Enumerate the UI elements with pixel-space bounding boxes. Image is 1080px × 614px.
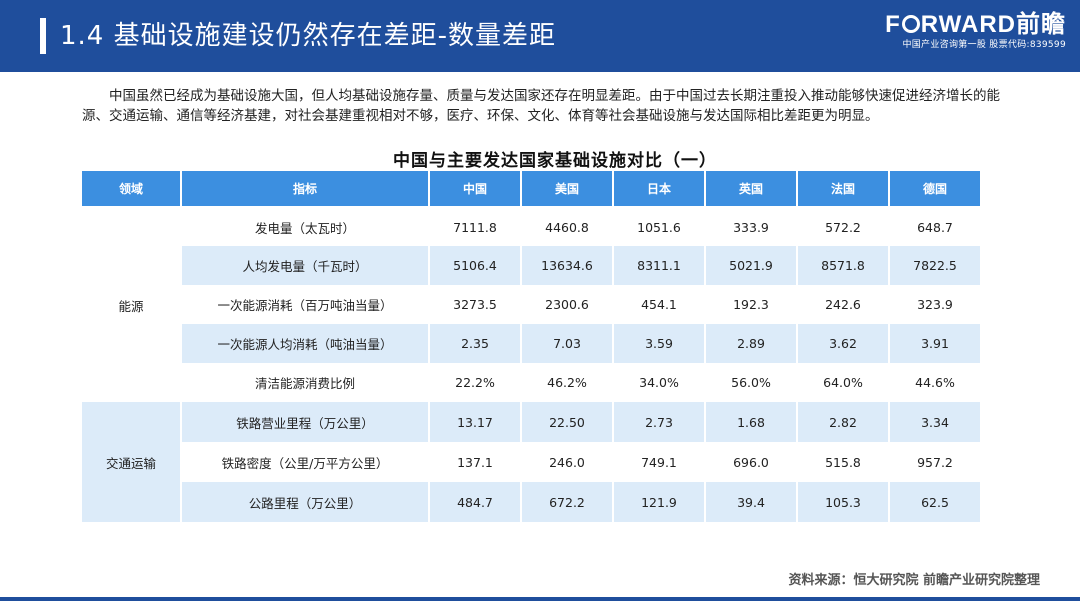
header-usa: 美国 — [520, 169, 614, 208]
value-cell: 3.59 — [612, 324, 706, 363]
header-indicator: 指标 — [180, 169, 430, 208]
table-row: 铁路密度（公里/万平方公里） 137.1 246.0 749.1 696.0 5… — [81, 442, 982, 482]
value-cell: 64.0% — [796, 363, 890, 402]
value-cell: 44.6% — [888, 363, 982, 402]
value-cell: 3.34 — [888, 402, 982, 442]
value-cell: 3.91 — [888, 324, 982, 363]
table-row: 公路里程（万公里） 484.7 672.2 121.9 39.4 105.3 6… — [81, 482, 982, 522]
value-cell: 1051.6 — [612, 207, 706, 246]
value-cell: 2.89 — [704, 324, 798, 363]
logo-ring-icon — [901, 15, 920, 33]
value-cell: 484.7 — [428, 482, 522, 522]
value-cell: 2300.6 — [520, 285, 614, 324]
group-traffic: 交通运输 — [80, 402, 182, 522]
value-cell: 696.0 — [704, 442, 798, 482]
value-cell: 4460.8 — [520, 207, 614, 246]
value-cell: 2.35 — [428, 324, 522, 363]
value-cell: 34.0% — [612, 363, 706, 402]
value-cell: 13.17 — [428, 402, 522, 442]
indicator-cell: 人均发电量（千瓦时） — [180, 246, 430, 285]
source-note: 资料来源：恒大研究院 前瞻产业研究院整理 — [788, 573, 1040, 588]
value-cell: 648.7 — [888, 207, 982, 246]
value-cell: 7822.5 — [888, 246, 982, 285]
value-cell: 8571.8 — [796, 246, 890, 285]
table-row: 人均发电量（千瓦时） 5106.4 13634.6 8311.1 5021.9 … — [81, 246, 982, 285]
value-cell: 8311.1 — [612, 246, 706, 285]
value-cell: 333.9 — [704, 207, 798, 246]
indicator-cell: 铁路营业里程（万公里） — [180, 402, 430, 442]
value-cell: 5106.4 — [428, 246, 522, 285]
value-cell: 137.1 — [428, 442, 522, 482]
value-cell: 39.4 — [704, 482, 798, 522]
intro-paragraph: 中国虽然已经成为基础设施大国，但人均基础设施存量、质量与发达国家还存在明显差距。… — [82, 88, 1000, 124]
value-cell: 22.50 — [520, 402, 614, 442]
value-cell: 46.2% — [520, 363, 614, 402]
value-cell: 13634.6 — [520, 246, 614, 285]
value-cell: 246.0 — [520, 442, 614, 482]
value-cell: 192.3 — [704, 285, 798, 324]
header-france: 法国 — [796, 169, 890, 208]
header-uk: 英国 — [704, 169, 798, 208]
group-energy: 能源 — [80, 207, 182, 402]
header-domain: 领域 — [80, 169, 182, 208]
value-cell: 121.9 — [612, 482, 706, 522]
indicator-cell: 清洁能源消费比例 — [180, 363, 430, 402]
value-cell: 7.03 — [520, 324, 614, 363]
value-cell: 105.3 — [796, 482, 890, 522]
value-cell: 2.82 — [796, 402, 890, 442]
value-cell: 7111.8 — [428, 207, 522, 246]
page-title: 1.4 基础设施建设仍然存在差距-数量差距 — [60, 21, 556, 51]
indicator-cell: 铁路密度（公里/万平方公里） — [180, 442, 430, 482]
brand-logo: F RWARD前瞻 中国产业咨询第一股 股票代码:839599 — [856, 12, 1066, 52]
table-row: 一次能源人均消耗（吨油当量） 2.35 7.03 3.59 2.89 3.62 … — [81, 324, 982, 363]
footer-divider — [0, 597, 1080, 601]
value-cell: 515.8 — [796, 442, 890, 482]
value-cell: 749.1 — [612, 442, 706, 482]
value-cell: 3273.5 — [428, 285, 522, 324]
value-cell: 1.68 — [704, 402, 798, 442]
indicator-cell: 发电量（太瓦时） — [180, 207, 430, 246]
brand-wordmark: F RWARD前瞻 — [885, 11, 1066, 38]
value-cell: 957.2 — [888, 442, 982, 482]
indicator-cell: 公路里程（万公里） — [180, 482, 430, 522]
header-germany: 德国 — [888, 169, 982, 208]
table-row: 交通运输 铁路营业里程（万公里） 13.17 22.50 2.73 1.68 2… — [80, 402, 982, 522]
value-cell: 56.0% — [704, 363, 798, 402]
value-cell: 5021.9 — [704, 246, 798, 285]
value-cell: 572.2 — [796, 207, 890, 246]
brand-tagline: 中国产业咨询第一股 股票代码:839599 — [902, 40, 1066, 50]
table-title: 中国与主要发达国家基础设施对比（一） — [393, 151, 717, 171]
value-cell: 62.5 — [888, 482, 982, 522]
table-header-row: 领域 指标 中国 美国 日本 英国 法国 德国 — [80, 169, 982, 208]
value-cell: 2.73 — [612, 402, 706, 442]
comparison-table: 领域 指标 中国 美国 日本 英国 法国 德国 能源 发电量（太瓦时） 7111… — [80, 169, 982, 522]
value-cell: 672.2 — [520, 482, 614, 522]
table-row: 清洁能源消费比例 22.2% 46.2% 34.0% 56.0% 64.0% 4… — [81, 363, 982, 402]
indicator-cell: 一次能源人均消耗（吨油当量） — [180, 324, 430, 363]
value-cell: 242.6 — [796, 285, 890, 324]
indicator-cell: 一次能源消耗（百万吨油当量） — [180, 285, 430, 324]
title-accent-bar — [40, 18, 46, 54]
table-row: 能源 发电量（太瓦时） 7111.8 4460.8 1051.6 333.9 5… — [80, 207, 982, 402]
table-row: 一次能源消耗（百万吨油当量） 3273.5 2300.6 454.1 192.3… — [81, 285, 982, 324]
value-cell: 22.2% — [428, 363, 522, 402]
value-cell: 323.9 — [888, 285, 982, 324]
header-bar: 1.4 基础设施建设仍然存在差距-数量差距 F RWARD前瞻 中国产业咨询第一股… — [0, 0, 1080, 72]
header-china: 中国 — [428, 169, 522, 208]
value-cell: 454.1 — [612, 285, 706, 324]
value-cell: 3.62 — [796, 324, 890, 363]
header-japan: 日本 — [612, 169, 706, 208]
